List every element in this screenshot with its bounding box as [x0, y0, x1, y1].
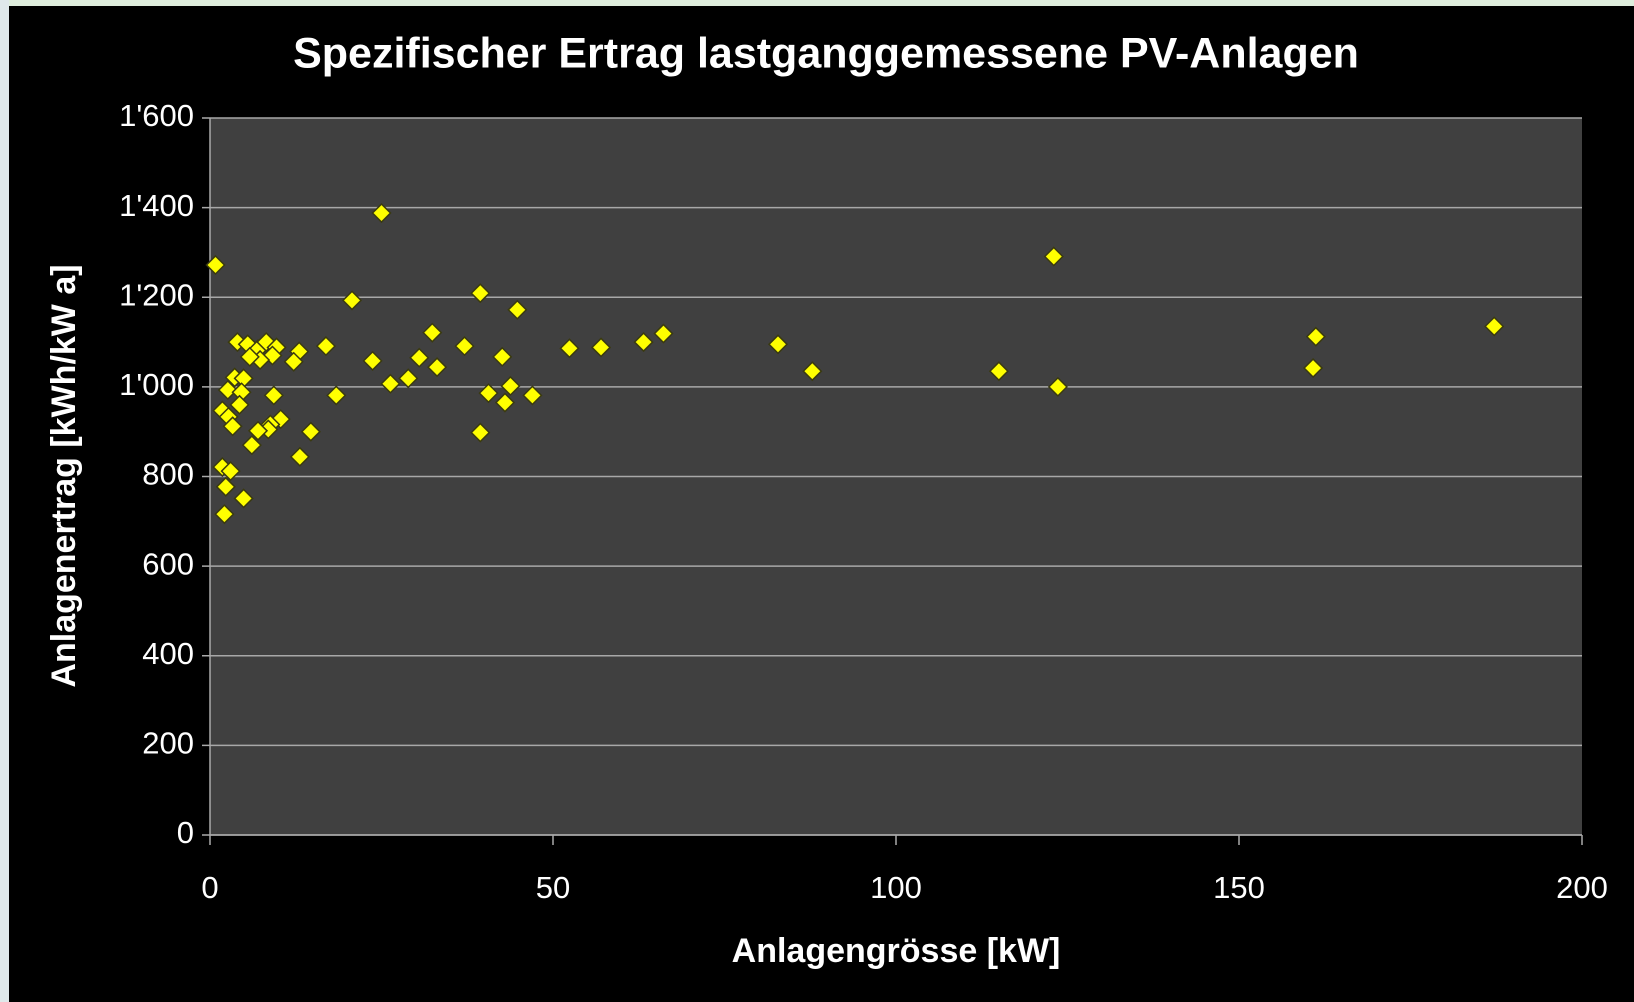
point [653, 323, 674, 344]
x-tick-label: 50 [536, 870, 570, 905]
frame-top [0, 0, 1634, 6]
point [362, 350, 383, 371]
point [988, 361, 1009, 382]
point [492, 346, 513, 367]
point [326, 385, 347, 406]
point [422, 322, 443, 343]
y-tick-label: 1'200 [119, 277, 194, 312]
point [380, 373, 401, 394]
point [239, 346, 260, 367]
point [315, 336, 336, 357]
point [590, 337, 612, 358]
point [454, 336, 475, 357]
point [427, 357, 448, 378]
point [1484, 316, 1505, 337]
point [409, 347, 430, 368]
y-axis-label: Anlagenertrag [kWh/kW a] [45, 264, 83, 687]
point [494, 392, 516, 413]
y-tick-label: 800 [142, 457, 194, 492]
point [478, 383, 499, 404]
point [559, 338, 580, 359]
point [289, 446, 310, 467]
y-tick-label: 0 [177, 815, 194, 850]
point [217, 379, 238, 401]
point [1305, 326, 1326, 347]
point [205, 254, 226, 276]
point [215, 476, 236, 497]
x-tick-label: 200 [1556, 870, 1608, 905]
point [247, 420, 269, 441]
point [233, 488, 254, 509]
point [767, 334, 789, 355]
point [263, 385, 284, 406]
y-tick-label: 1'600 [119, 98, 194, 133]
y-tick-label: 200 [142, 726, 194, 761]
point [222, 416, 243, 437]
point [507, 299, 528, 320]
point [802, 361, 823, 382]
point [371, 202, 392, 224]
x-tick-label: 0 [201, 870, 218, 905]
point [470, 283, 491, 304]
point [1043, 246, 1064, 267]
point [522, 385, 543, 406]
point [241, 435, 262, 456]
y-tick-label: 600 [142, 546, 194, 581]
y-tick-label: 1'400 [119, 188, 194, 223]
point [470, 422, 491, 443]
y-tick-label: 1'000 [119, 367, 194, 402]
point [229, 394, 250, 415]
x-tick-label: 100 [870, 870, 922, 905]
point [220, 461, 241, 482]
point [633, 332, 654, 353]
point [398, 368, 419, 389]
chart-title: Spezifischer Ertrag lastganggemessene PV… [293, 29, 1359, 77]
point [341, 290, 363, 311]
point [500, 375, 521, 397]
point [1303, 357, 1324, 379]
point [1047, 376, 1068, 397]
frame-left [0, 0, 9, 1002]
x-tick-label: 150 [1213, 870, 1265, 905]
point [300, 421, 321, 442]
x-axis-label: Anlagengrösse [kW] [732, 932, 1061, 970]
point [214, 504, 235, 525]
y-tick-label: 400 [142, 636, 194, 671]
point [283, 351, 304, 372]
